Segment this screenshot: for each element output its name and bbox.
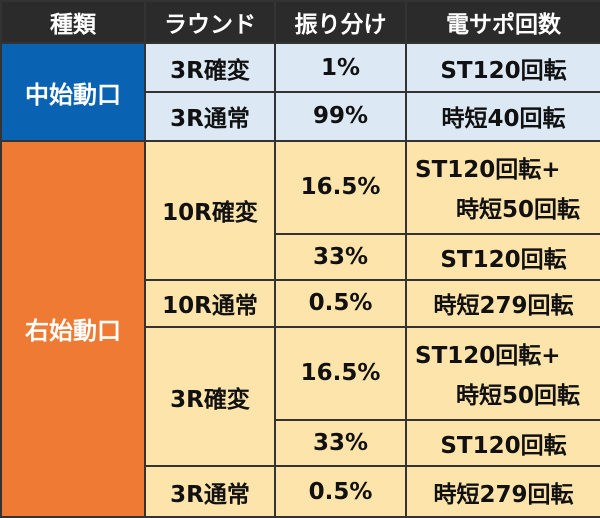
support-cell: ST120回転+ 時短50回転 bbox=[405, 325, 600, 421]
split-cell: 16.5% bbox=[274, 325, 407, 421]
support-line: ST120回転+ bbox=[415, 343, 561, 370]
section-label-right: 右始動口 bbox=[0, 139, 146, 518]
split-cell: 16.5% bbox=[274, 139, 407, 235]
header-type: 種類 bbox=[0, 0, 146, 45]
table-row: 3R通常 99% 時短40回転 bbox=[1, 91, 600, 142]
round-cell: 3R確変 bbox=[144, 42, 276, 94]
header-split: 振り分け bbox=[274, 0, 407, 45]
table-row: 3R通常 0.5% 時短279回転 bbox=[1, 465, 600, 518]
split-cell: 1% bbox=[274, 42, 407, 94]
support-line: 時短50回転 bbox=[455, 383, 580, 410]
table-row: 10R通常 0.5% 時短279回転 bbox=[1, 279, 600, 328]
round-cell: 3R確変 bbox=[144, 325, 276, 468]
split-cell: 99% bbox=[274, 91, 407, 142]
table-row: 右始動口 10R確変 16.5% ST120回転+ 時短50回転 bbox=[0, 139, 600, 518]
support-line: ST120回転+ bbox=[415, 157, 561, 184]
table-row: 33% ST120回転 bbox=[1, 418, 600, 468]
round-cell: 10R通常 bbox=[144, 279, 276, 328]
support-cell: ST120回転 bbox=[405, 232, 600, 282]
support-cell: 時短279回転 bbox=[405, 279, 600, 328]
round-cell: 10R確変 bbox=[144, 139, 276, 282]
split-cell: 0.5% bbox=[274, 465, 407, 518]
round-cell: 3R通常 bbox=[144, 91, 276, 142]
table-row: 中始動口 3R確変 1% ST120回転 bbox=[0, 42, 600, 142]
table-row: 33% ST120回転 bbox=[1, 232, 600, 282]
split-cell: 33% bbox=[274, 418, 407, 468]
split-cell: 0.5% bbox=[274, 279, 407, 328]
table-row: 3R確変 16.5% ST120回転+ 時短50回転 bbox=[1, 325, 600, 468]
support-cell: ST120回転 bbox=[405, 418, 600, 468]
support-cell: ST120回転+ 時短50回転 bbox=[405, 139, 600, 235]
header-row: 種類 ラウンド 振り分け 電サポ回数 bbox=[0, 0, 600, 45]
support-line: 時短50回転 bbox=[455, 197, 580, 224]
round-cell: 3R通常 bbox=[144, 465, 276, 518]
header-support: 電サポ回数 bbox=[405, 0, 600, 45]
support-cell: 時短279回転 bbox=[405, 465, 600, 518]
support-cell: 時短40回転 bbox=[405, 91, 600, 142]
split-cell: 33% bbox=[274, 232, 407, 282]
section-label-center: 中始動口 bbox=[0, 42, 146, 142]
header-round: ラウンド bbox=[144, 0, 276, 45]
support-cell: ST120回転 bbox=[405, 42, 600, 94]
